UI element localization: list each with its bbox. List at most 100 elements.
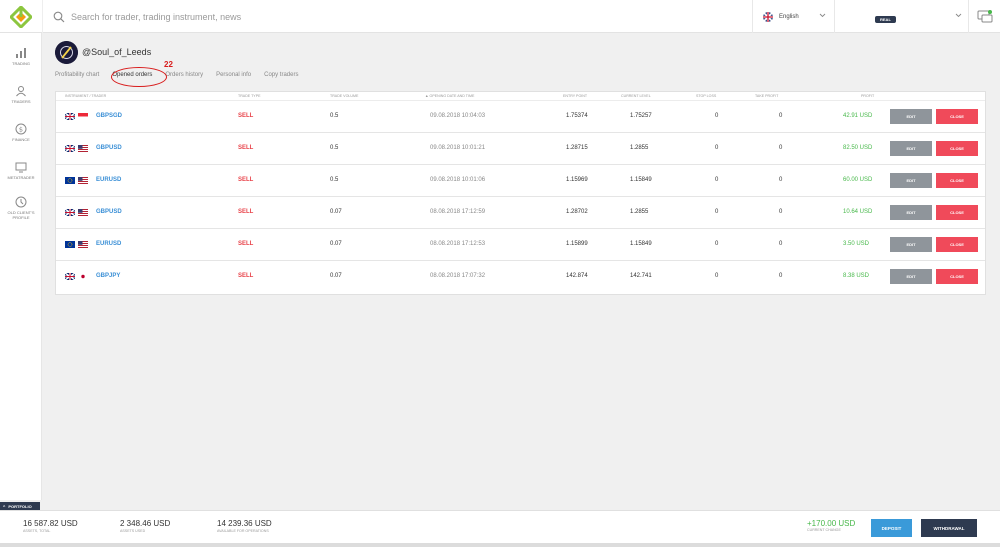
account-selector[interactable]: REAL — [834, 0, 968, 33]
instrument-symbol[interactable]: GBPJPY — [96, 273, 121, 279]
trade-type: SELL — [238, 209, 254, 215]
edit-order-button[interactable]: EDIT — [890, 173, 932, 188]
logo[interactable] — [0, 0, 42, 33]
avatar — [55, 41, 78, 64]
chat-button[interactable] — [968, 0, 1000, 33]
trade-type: SELL — [238, 273, 254, 279]
edit-order-button[interactable]: EDIT — [890, 205, 932, 220]
trade-type: SELL — [238, 145, 254, 151]
sidebar-item-trading[interactable]: TRADING — [0, 41, 42, 71]
tab-copy-traders[interactable]: Copy traders — [264, 72, 299, 78]
edit-order-button[interactable]: EDIT — [890, 141, 932, 156]
header-stop-loss[interactable]: STOP LOSS — [696, 94, 717, 98]
header-take-profit[interactable]: TAKE PROFIT — [755, 94, 779, 98]
edit-order-button[interactable]: EDIT — [890, 237, 932, 252]
annotation-circle — [111, 67, 167, 87]
currency-flags — [65, 241, 91, 248]
svg-text:$: $ — [19, 125, 23, 133]
header-entry-point[interactable]: ENTRY POINT — [563, 94, 588, 98]
header-instrument[interactable]: INSTRUMENT / TRADER — [65, 94, 107, 98]
header-trade-type[interactable]: TRADE TYPE — [238, 94, 261, 98]
header-trade-volume[interactable]: TRADE VOLUME — [330, 94, 359, 98]
current-level: 1.15849 — [630, 241, 652, 247]
withdrawal-button[interactable]: WITHDRAWAL — [921, 519, 977, 537]
stat-value: 16 587.82 USD — [23, 519, 78, 528]
language-selector[interactable]: English — [752, 0, 834, 33]
search-bar — [42, 0, 752, 33]
profit-value: 42.91 USD — [843, 113, 873, 119]
instrument-symbol[interactable]: EURUSD — [96, 241, 122, 247]
sidebar-item-traders[interactable]: TRADERS — [0, 79, 42, 109]
sidebar-item-metatrader[interactable]: METATRADER — [0, 155, 42, 185]
close-order-button[interactable]: CLOSE — [936, 269, 978, 284]
dollar-icon: $ — [15, 123, 27, 134]
take-profit: 0 — [779, 209, 783, 215]
tab-profitability-chart[interactable]: Profitability chart — [55, 72, 100, 78]
edit-order-button[interactable]: EDIT — [890, 269, 932, 284]
header-opening-date[interactable]: ▲ OPENING DATE AND TIME — [425, 94, 475, 98]
profit-value: 8.38 USD — [843, 273, 870, 279]
instrument-symbol[interactable]: GBPSGD — [96, 113, 123, 119]
edit-order-button[interactable]: EDIT — [890, 109, 932, 124]
table-row[interactable]: GBPUSD SELL 0.5 09.08.2018 10:01:21 1.28715 1… — [56, 133, 985, 165]
stop-loss: 0 — [715, 209, 719, 215]
table-row[interactable]: GBPUSD SELL 0.07 08.08.2018 17:12:59 1.28702… — [56, 197, 985, 229]
logo-icon — [10, 5, 32, 28]
eu-flag-icon — [65, 177, 75, 184]
header-profit[interactable]: PROFIT — [861, 94, 875, 98]
entry-point: 142.874 — [566, 273, 588, 279]
close-order-button[interactable]: CLOSE — [936, 109, 978, 124]
table-row[interactable]: GBPJPY SELL 0.07 08.08.2018 17:07:32 142.874… — [56, 261, 985, 293]
table-row[interactable]: EURUSD SELL 0.07 08.08.2018 17:12:53 1.15899… — [56, 229, 985, 261]
table-row[interactable]: GBPSGD SELL 0.5 09.08.2018 10:04:03 1.75374 1… — [56, 101, 985, 133]
entry-point: 1.28715 — [566, 145, 588, 151]
stat-value: 2 348.46 USD — [120, 519, 171, 528]
close-order-button[interactable]: CLOSE — [936, 237, 978, 252]
sidebar-item-old-profile[interactable]: OLD CLIENT'S PROFILE — [0, 193, 42, 223]
portfolio-toggle[interactable]: ^ PORTFOLIO — [0, 502, 40, 510]
entry-point: 1.75374 — [566, 113, 588, 119]
user-icon — [16, 85, 26, 96]
change-label: CURRENT CHANGE — [807, 528, 841, 532]
instrument-symbol[interactable]: GBPUSD — [96, 209, 122, 215]
currency-flags — [65, 209, 91, 216]
header-current-level[interactable]: CURRENT LEVEL — [621, 94, 651, 98]
opening-date: 08.08.2018 17:12:53 — [430, 241, 486, 247]
opening-date: 09.08.2018 10:01:06 — [430, 177, 486, 183]
portfolio-tab-label: PORTFOLIO — [8, 503, 32, 509]
close-order-button[interactable]: CLOSE — [936, 173, 978, 188]
us-flag-icon — [78, 209, 88, 216]
stat-available: 14 239.36 USD AVAILABLE FOR OPERATIONS — [217, 519, 272, 533]
entry-point: 1.28702 — [566, 209, 588, 215]
currency-flags — [65, 145, 91, 152]
trade-volume: 0.5 — [330, 177, 339, 183]
instrument-symbol[interactable]: GBPUSD — [96, 145, 122, 151]
trade-volume: 0.07 — [330, 273, 342, 279]
deposit-button[interactable]: DEPOSIT — [871, 519, 912, 537]
search-input[interactable] — [71, 11, 671, 22]
stat-assets-used: 2 348.46 USD ASSETS USED — [120, 519, 170, 533]
stat-value: 14 239.36 USD — [217, 519, 272, 528]
history-icon — [15, 196, 27, 208]
profit-value: 82.50 USD — [843, 145, 873, 151]
close-order-button[interactable]: CLOSE — [936, 141, 978, 156]
sidebar-item-finance[interactable]: $ FINANCE — [0, 117, 42, 147]
change-value: +170.00 USD — [807, 519, 856, 528]
trade-volume: 0.5 — [330, 145, 339, 151]
table-row[interactable]: EURUSD SELL 0.5 09.08.2018 10:01:06 1.15969 1… — [56, 165, 985, 197]
profit-value: 10.64 USD — [843, 209, 873, 215]
tab-personal-info[interactable]: Personal info — [216, 72, 252, 78]
jp-flag-icon — [78, 273, 88, 280]
instrument-symbol[interactable]: EURUSD — [96, 177, 122, 183]
close-order-button[interactable]: CLOSE — [936, 205, 978, 220]
current-level: 1.75257 — [630, 113, 652, 119]
opening-date: 09.08.2018 10:04:03 — [430, 113, 486, 119]
take-profit: 0 — [779, 177, 783, 183]
uk-flag-icon — [65, 209, 75, 216]
trade-volume: 0.5 — [330, 113, 339, 119]
current-level: 1.2855 — [630, 145, 649, 151]
table-body: GBPSGD SELL 0.5 09.08.2018 10:04:03 1.75374 1… — [56, 101, 985, 293]
tab-orders-history[interactable]: Orders history — [165, 72, 204, 78]
sidebar-item-label: TRADERS — [11, 98, 31, 104]
sidebar-item-label: METATRADER — [7, 174, 35, 180]
